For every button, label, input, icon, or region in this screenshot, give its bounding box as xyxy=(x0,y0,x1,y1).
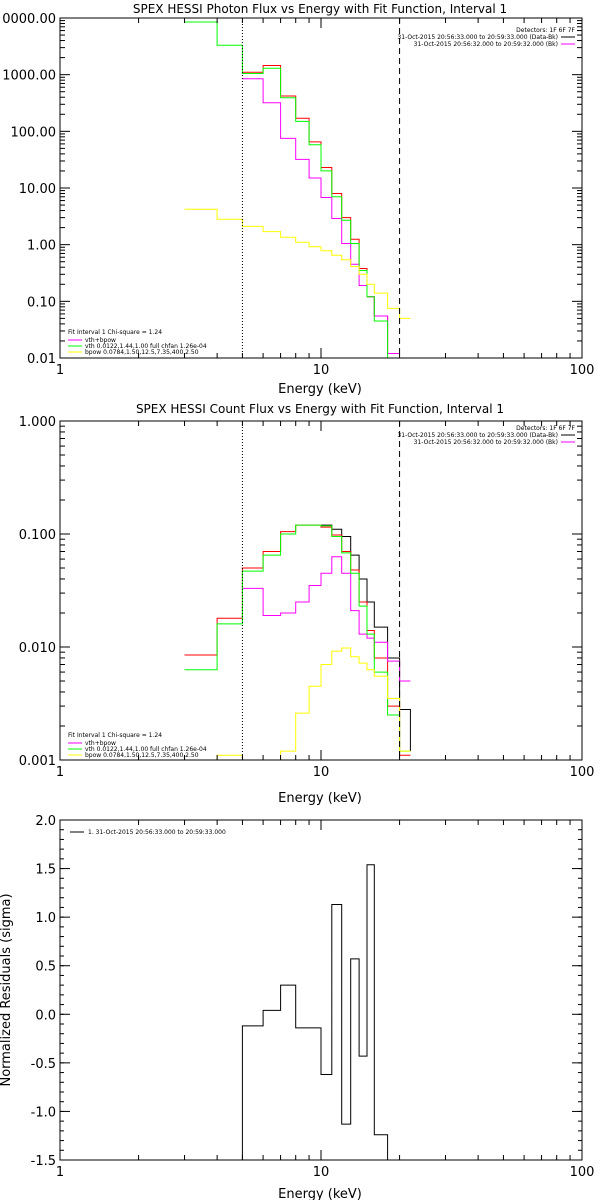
x-axis-label: Energy (keV) xyxy=(278,791,362,806)
panel-title: SPEX HESSI Count Flux vs Energy with Fit… xyxy=(136,402,504,416)
x-tick-label: 10 xyxy=(313,363,330,378)
legend-entry: vth 0.0122,1.44,1.00 full chfan 1.26e-04 xyxy=(85,746,207,753)
x-tick-label: 1 xyxy=(56,1165,64,1180)
y-tick-label: 100.00 xyxy=(11,125,57,140)
y-tick-label: 0.5 xyxy=(35,960,56,975)
y-tick-label: 1000.00 xyxy=(2,69,56,84)
count-flux-panel: SPEX HESSI Count Flux vs Energy with Fit… xyxy=(19,402,595,806)
y-tick-label: 0.01 xyxy=(27,352,56,367)
legend-entry: 31-Oct-2015 20:56:32.000 to 20:59:32.000… xyxy=(414,439,558,446)
x-tick-label: 100 xyxy=(570,363,595,378)
axes-layer: 1 10 100 0.01 0.10 1.00 10.00 100.00 1000.00 0000… xyxy=(2,12,594,378)
y-tick-label: 0.100 xyxy=(19,528,56,543)
legend-top-left: 1. 31-Oct-2015 20:56:33.000 to 20:59:33.… xyxy=(70,829,226,836)
legend-entry: Fit Interval 1 Chi-square = 1.24 xyxy=(68,732,162,739)
legend-entry: 31-Oct-2015 20:56:33.000 to 20:59:33.000… xyxy=(397,34,558,41)
y-tick-label: 0000.00 xyxy=(2,12,56,27)
x-tick-label: 10 xyxy=(313,1165,330,1180)
data-series-line xyxy=(184,208,411,319)
y-tick-label: 1.0 xyxy=(35,911,56,926)
legend-entry: Fit Interval 1 Chi-square = 1.24 xyxy=(68,329,162,336)
legend-bottom-left: Fit Interval 1 Chi-square = 1.24 vth+bpo… xyxy=(68,329,207,356)
data-series-line xyxy=(321,524,411,752)
series-layer xyxy=(184,21,411,359)
panel-title: SPEX HESSI Photon Flux vs Energy with Fi… xyxy=(133,2,507,16)
y-axis-label: Normalized Residuals (sigma) xyxy=(0,893,14,1086)
y-tick-label: -1.0 xyxy=(31,1105,56,1120)
data-series-line xyxy=(242,556,411,682)
y-tick-label: 2.0 xyxy=(35,814,56,829)
y-tick-label: 1.00 xyxy=(27,239,56,254)
x-tick-label: 1 xyxy=(56,765,64,780)
y-tick-label: 0.001 xyxy=(19,754,56,769)
y-tick-label: -1.5 xyxy=(31,1154,56,1169)
legend-entry: Detectors: 1F 6F 7F xyxy=(516,27,575,34)
series-layer xyxy=(241,864,400,1161)
y-tick-label: 1.5 xyxy=(35,863,56,878)
legend-entry: 31-Oct-2015 20:56:32.000 to 20:59:32.000… xyxy=(414,41,558,48)
legend-entry: bpow 0.0784,1.50,12.5,7.35,400,2.50 xyxy=(85,752,199,759)
residuals-panel: 1 10 100 -1.5 -1.0 -0.5 0.0 0.5 1.0 1.5 2.0 Energy… xyxy=(0,814,594,1200)
legend-entry: vth 0.0122,1.44,1.00 full chfan 1.26e-04 xyxy=(85,343,207,350)
legend-entry: vth+bpow xyxy=(85,337,116,344)
legend-entry: vth+bpow xyxy=(85,740,116,747)
x-tick-label: 10 xyxy=(313,765,330,780)
legend-entry: 31-Oct-2015 20:56:33.000 to 20:59:33.000… xyxy=(397,432,558,439)
legend-entry: bpow 0.0784,1.50,12.5,7.35,400,2.50 xyxy=(85,349,199,356)
y-tick-label: -0.5 xyxy=(31,1057,56,1072)
y-tick-label: 0.010 xyxy=(19,641,56,656)
legend-entry: Detectors: 1F 6F 7F xyxy=(516,425,575,432)
y-tick-label: 0.0 xyxy=(35,1008,56,1023)
data-series-line xyxy=(184,21,411,359)
y-tick-label: 0.10 xyxy=(27,295,56,310)
axes-layer: 1 10 100 -1.5 -1.0 -0.5 0.0 0.5 1.0 1.5 2.0 xyxy=(31,814,595,1180)
legend-top-right: Detectors: 1F 6F 7F 31-Oct-2015 20:56:33… xyxy=(397,425,575,446)
legend-entry: 1. 31-Oct-2015 20:56:33.000 to 20:59:33.… xyxy=(88,829,226,836)
x-tick-label: 100 xyxy=(570,765,595,780)
data-series-line xyxy=(241,864,400,1161)
y-tick-label: 10.00 xyxy=(19,182,56,197)
x-tick-label: 1 xyxy=(56,363,64,378)
y-tick-label: 1.000 xyxy=(19,415,56,430)
legend-bottom-left: Fit Interval 1 Chi-square = 1.24 vth+bpo… xyxy=(68,732,207,759)
x-axis-label: Energy (keV) xyxy=(278,1187,362,1200)
legend-top-right: Detectors: 1F 6F 7F 31-Oct-2015 20:56:33… xyxy=(397,27,575,48)
x-axis-label: Energy (keV) xyxy=(278,382,362,397)
axes-layer: 1 10 100 0.001 0.010 0.100 1.000 xyxy=(19,415,595,780)
x-tick-label: 100 xyxy=(570,1165,595,1180)
photon-flux-panel: SPEX HESSI Photon Flux vs Energy with Fi… xyxy=(2,2,594,397)
